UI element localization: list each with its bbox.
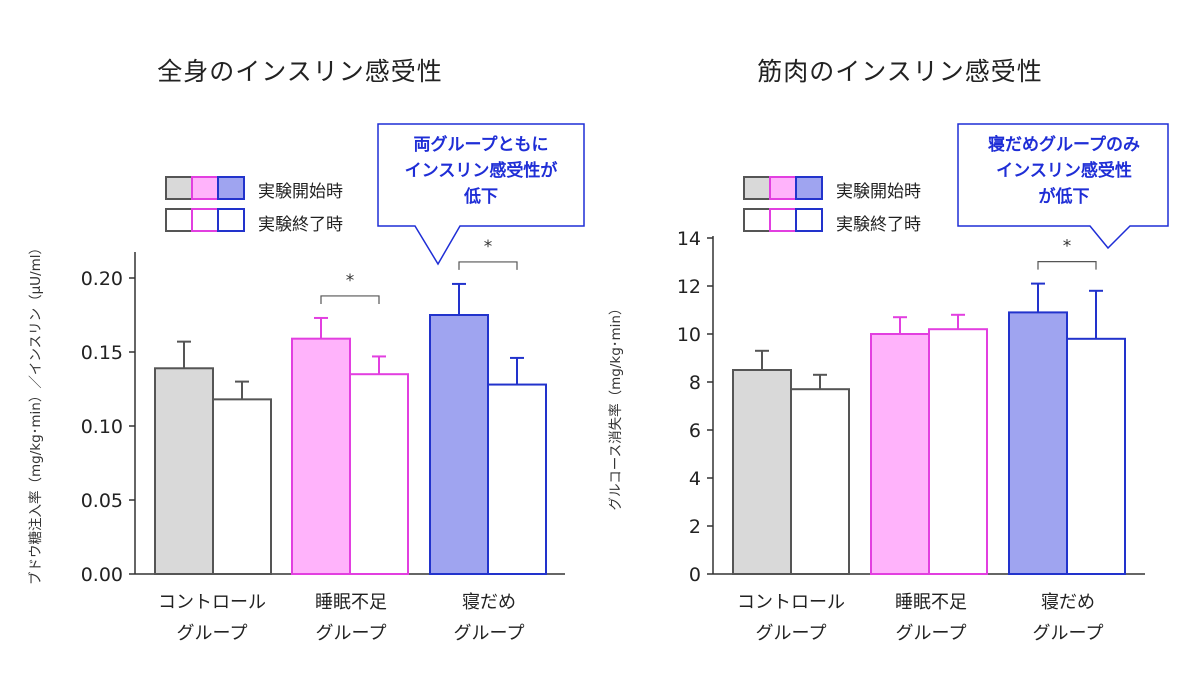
legend-label-start: 実験開始時 bbox=[258, 182, 343, 202]
legend-swatch-start-control bbox=[165, 176, 193, 200]
bar-sleep-deprived-end bbox=[928, 328, 988, 576]
bar-control-start bbox=[732, 369, 792, 575]
y-tick-label: 0 bbox=[689, 564, 701, 586]
callout-line: インスリン感受性 bbox=[996, 161, 1132, 181]
callout-line: が低下 bbox=[1038, 187, 1090, 207]
chart-plot: 0 2 4 6 8 10 12 14 グルコース消失率（mg/kg･min） * bbox=[607, 123, 1169, 586]
legend-swatch-end-control bbox=[165, 208, 193, 232]
y-tick-label: 2 bbox=[689, 516, 701, 538]
y-tick-label: 4 bbox=[689, 468, 701, 490]
category-label-control: コントロール グループ bbox=[158, 592, 266, 644]
significance-bracket bbox=[1037, 261, 1097, 270]
bar-bedrest-end bbox=[487, 383, 547, 575]
y-axis-label: ブドウ糖注入率（mg/kg･min）／インスリン（μU/ml） bbox=[27, 241, 44, 585]
whole-body-insulin-sensitivity-chart: 全身のインスリン感受性 0.00 0.05 0.10 0.15 0.20 ブドウ糖注入率（… bbox=[27, 57, 585, 644]
y-axis-label: グルコース消失率（mg/kg･min） bbox=[607, 302, 624, 511]
y-tick-label: 0.05 bbox=[81, 490, 123, 512]
category-label-bedrest: 寝だめ グループ bbox=[1032, 592, 1104, 644]
muscle-insulin-sensitivity-chart: 筋肉のインスリン感受性 0 2 4 6 8 10 12 14 グルコース消失率（mg/kg･mi… bbox=[600, 0, 1200, 687]
bar-sleep-deprived-start bbox=[870, 333, 930, 575]
category-label-sleep-deprived: 睡眠不足 グループ bbox=[315, 592, 387, 644]
chart-title: 筋肉のインスリン感受性 bbox=[757, 57, 1043, 86]
legend-swatch-end-sleep-deprived bbox=[769, 208, 797, 232]
category-label-control: コントロール グループ bbox=[737, 592, 845, 644]
bar-sleep-deprived-end bbox=[349, 373, 409, 576]
callout-box bbox=[957, 123, 1169, 250]
significance-mark: * bbox=[346, 271, 355, 291]
category-label-bedrest: 寝だめ グループ bbox=[453, 592, 525, 644]
legend-swatch-end-bedrest bbox=[217, 208, 245, 232]
category-label-sleep-deprived: 睡眠不足 グループ bbox=[895, 592, 967, 644]
chart-plot: 0.00 0.05 0.10 0.15 0.20 ブドウ糖注入率（mg/kg･min）／イ… bbox=[27, 123, 585, 586]
y-tick-label: 12 bbox=[677, 276, 701, 298]
legend-swatch-end-control bbox=[743, 208, 771, 232]
legend-label-end: 実験終了時 bbox=[836, 215, 921, 235]
bar-bedrest-start bbox=[1008, 311, 1068, 575]
callout-line: 両グループともに bbox=[413, 135, 549, 155]
y-tick-label: 6 bbox=[689, 420, 701, 442]
legend-label-end: 実験終了時 bbox=[258, 215, 343, 235]
significance-mark: * bbox=[1063, 237, 1072, 257]
y-tick-label: 0.10 bbox=[81, 416, 123, 438]
legend-swatch-end-bedrest bbox=[795, 208, 823, 232]
callout-line: 寝だめグループのみ bbox=[988, 135, 1140, 155]
callout-line: 低下 bbox=[464, 187, 498, 207]
y-tick-label: 0.15 bbox=[81, 342, 123, 364]
significance-mark: * bbox=[484, 237, 493, 257]
y-tick-label: 0.20 bbox=[81, 268, 123, 290]
legend-swatch-end-sleep-deprived bbox=[191, 208, 219, 232]
bar-control-end bbox=[790, 388, 850, 576]
bar-control-start bbox=[154, 367, 214, 575]
callout-box bbox=[377, 123, 585, 266]
legend-label-start: 実験開始時 bbox=[836, 182, 921, 202]
callout-text: 両グループともに インスリン感受性が 低下 bbox=[380, 132, 582, 210]
callout-text: 寝だめグループのみ インスリン感受性 が低下 bbox=[958, 132, 1170, 210]
legend-swatch-start-bedrest bbox=[217, 176, 245, 200]
bar-sleep-deprived-start bbox=[291, 337, 351, 575]
legend-swatch-start-control bbox=[743, 176, 771, 200]
y-tick-label: 10 bbox=[677, 324, 701, 346]
significance-bracket bbox=[320, 295, 380, 304]
bar-bedrest-end bbox=[1066, 337, 1126, 575]
significance-bracket bbox=[458, 261, 518, 270]
y-tick-label: 14 bbox=[677, 228, 701, 250]
bar-bedrest-start bbox=[429, 314, 489, 575]
y-tick-label: 0.00 bbox=[81, 564, 123, 586]
bar-control-end bbox=[212, 398, 272, 575]
legend-swatch-start-sleep-deprived bbox=[191, 176, 219, 200]
y-tick-label: 8 bbox=[689, 372, 701, 394]
callout-line: インスリン感受性が bbox=[404, 161, 558, 181]
chart-title: 全身のインスリン感受性 bbox=[157, 57, 443, 86]
legend-swatch-start-sleep-deprived bbox=[769, 176, 797, 200]
legend-swatch-start-bedrest bbox=[795, 176, 823, 200]
